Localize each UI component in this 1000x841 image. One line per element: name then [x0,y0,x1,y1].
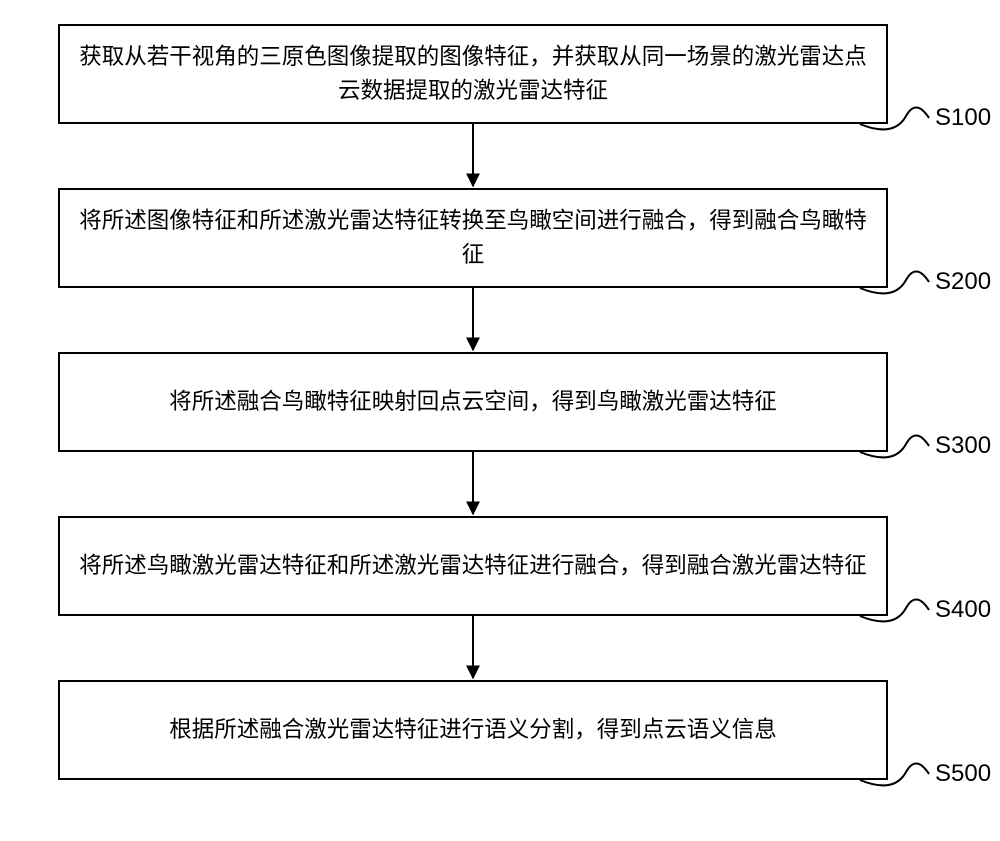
step-text: 将所述融合鸟瞰特征映射回点云空间，得到鸟瞰激光雷达特征 [169,385,777,419]
step-text: 将所述鸟瞰激光雷达特征和所述激光雷达特征进行融合，得到融合激光雷达特征 [79,549,867,583]
step-text: 根据所述融合激光雷达特征进行语义分割，得到点云语义信息 [169,713,777,747]
step-box-1: 获取从若干视角的三原色图像提取的图像特征，并获取从同一场景的激光雷达点云数据提取… [58,24,888,124]
step-label-S100: S100 [935,104,991,132]
step-box-2: 将所述图像特征和所述激光雷达特征转换至鸟瞰空间进行融合，得到融合鸟瞰特征 [58,188,888,288]
step-text: 获取从若干视角的三原色图像提取的图像特征，并获取从同一场景的激光雷达点云数据提取… [76,40,870,108]
step-box-5: 根据所述融合激光雷达特征进行语义分割，得到点云语义信息 [58,680,888,780]
step-text: 将所述图像特征和所述激光雷达特征转换至鸟瞰空间进行融合，得到融合鸟瞰特征 [76,204,870,272]
step-box-4: 将所述鸟瞰激光雷达特征和所述激光雷达特征进行融合，得到融合激光雷达特征 [58,516,888,616]
step-box-3: 将所述融合鸟瞰特征映射回点云空间，得到鸟瞰激光雷达特征 [58,352,888,452]
step-label-S300: S300 [935,432,991,460]
step-label-S500: S500 [935,760,991,788]
step-label-S200: S200 [935,268,991,296]
step-label-S400: S400 [935,596,991,624]
